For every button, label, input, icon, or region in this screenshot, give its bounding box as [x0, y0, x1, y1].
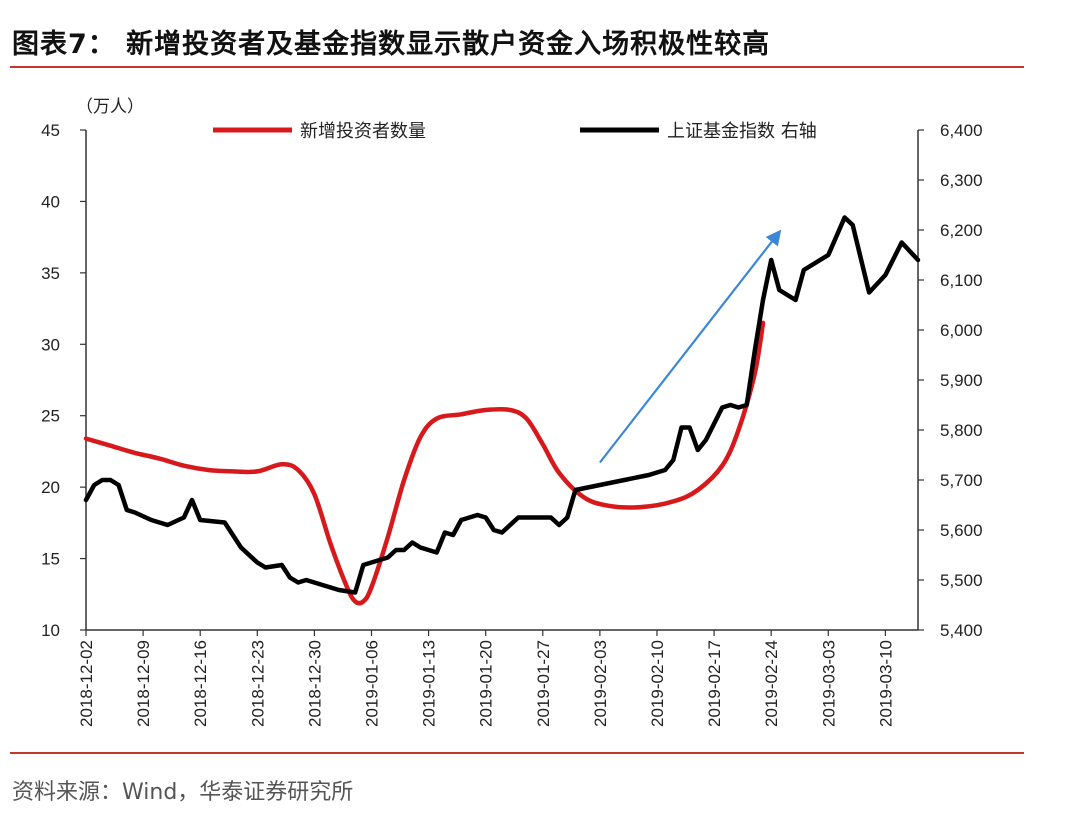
x-tick-label: 2018-12-30	[305, 640, 324, 727]
right-tick-label: 5,700	[940, 471, 983, 490]
x-tick-label: 2019-02-24	[762, 640, 781, 727]
left-axis-unit: （万人）	[76, 97, 144, 117]
x-tick-label: 2019-02-10	[648, 640, 667, 727]
right-tick-label: 5,400	[940, 621, 983, 640]
x-tick-label: 2018-12-16	[191, 640, 210, 727]
x-tick-label: 2019-01-27	[534, 640, 553, 727]
top-divider	[10, 66, 1024, 68]
left-tick-label: 30	[41, 335, 60, 354]
series-line-index	[83, 215, 921, 595]
right-tick-label: 6,000	[940, 321, 983, 340]
trend-arrow	[599, 229, 782, 464]
left-tick-label: 25	[41, 407, 60, 426]
right-tick-label: 6,400	[940, 121, 983, 140]
x-tick-label: 2018-12-23	[248, 640, 267, 727]
right-tick-label: 6,300	[940, 171, 983, 190]
axes: 45 40 35 30 25 20 15 10 6,400 6,300 6,200 6,100 6,00…	[41, 121, 982, 727]
x-tick-label: 2019-01-20	[477, 640, 496, 727]
left-tick-label: 45	[41, 121, 60, 140]
right-tick-label: 6,200	[940, 221, 983, 240]
series-line-investors	[83, 320, 766, 606]
x-tick-label: 2019-01-06	[362, 640, 381, 727]
legend-label-index: 上证基金指数 右轴	[667, 121, 817, 142]
right-tick-label: 5,900	[940, 371, 983, 390]
left-tick-label: 10	[41, 621, 60, 640]
chart-svg: （万人） 新增投资者数量 上证基金指数 右轴 45 40 35 30 25 20 15 10 6…	[41, 97, 982, 727]
right-tick-label: 5,600	[940, 521, 983, 540]
left-tick-label: 35	[41, 264, 60, 283]
right-tick-label: 5,500	[940, 571, 983, 590]
legend: 新增投资者数量 上证基金指数 右轴	[213, 121, 817, 142]
plot-area	[83, 215, 921, 606]
x-tick-label: 2019-02-03	[591, 640, 610, 727]
left-tick-label: 15	[41, 550, 60, 569]
right-tick-label: 5,800	[940, 421, 983, 440]
left-tick-label: 40	[41, 192, 60, 211]
chart-title: 图表7： 新增投资者及基金指数显示散户资金入场积极性较高	[12, 29, 771, 60]
x-tick-label: 2018-12-09	[134, 640, 153, 727]
source-note: 资料来源：Wind，华泰证券研究所	[12, 780, 354, 805]
x-tick-label: 2018-12-02	[77, 640, 96, 727]
x-tick-label: 2019-03-10	[876, 640, 895, 727]
right-tick-label: 6,100	[940, 271, 983, 290]
left-tick-label: 20	[41, 478, 60, 497]
bottom-divider	[10, 752, 1024, 754]
x-tick-label: 2019-01-13	[420, 640, 439, 727]
x-tick-label: 2019-03-03	[819, 640, 838, 727]
x-tick-label: 2019-02-17	[705, 640, 724, 727]
legend-label-investors: 新增投资者数量	[300, 121, 426, 142]
